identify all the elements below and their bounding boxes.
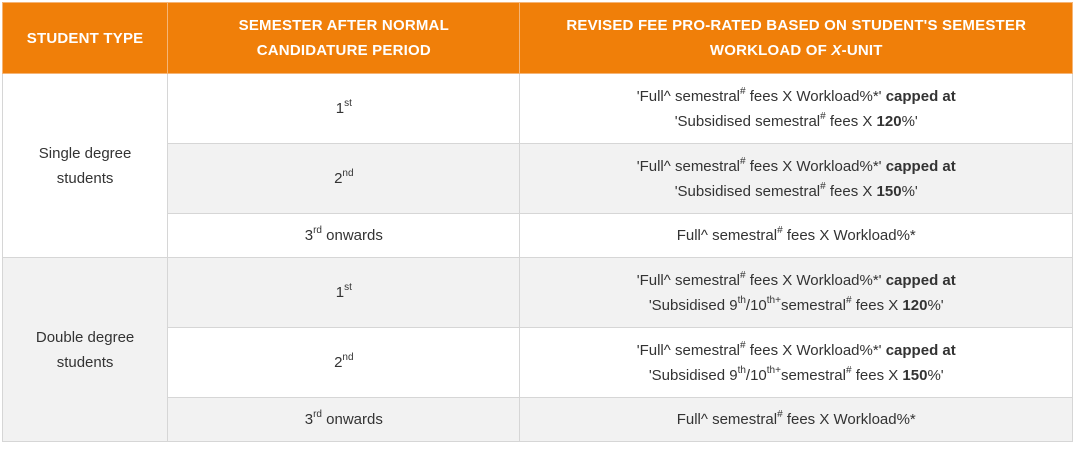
fee-sup: # [777,225,783,236]
table-row: 3rd onwards Full^ semestral# fees X Work… [3,213,1073,258]
header-semester-line1: SEMESTER AFTER NORMAL [238,17,449,34]
fee-text: semestral [780,366,846,384]
fee-sup: # [846,364,852,376]
fee-text: fees X [825,112,877,130]
fee-text: 'Full^ semestral [636,157,740,175]
fee-bold: capped at [881,157,956,175]
fee-text: fees X [825,182,877,200]
fee-text: fees X Workload%*' [745,271,882,289]
fee-sup: th [737,364,746,376]
semester-suffix: nd [342,168,354,179]
header-fee-line1: REVISED FEE PRO-RATED BASED ON STUDENT'S… [566,17,1027,34]
fee-sup: # [846,294,852,306]
semester-number: 2 [334,170,343,187]
fee-text: fees X Workload%* [782,227,916,244]
fee-text: Full^ semestral [676,411,778,428]
fee-text: fees X Workload%* [782,411,916,428]
fee-sup: # [820,110,826,122]
fee-text: %' [927,296,944,314]
semester-cell: 1st [167,73,521,144]
semester-cell: 1st [167,257,521,328]
header-revised-fee: REVISED FEE PRO-RATED BASED ON STUDENT'S… [519,2,1073,74]
semester-post: onwards [321,411,383,428]
semester-cell: 2nd [167,143,521,214]
table-row: Double degree students 1st 'Full^ semest… [1,257,1073,442]
header-semester: SEMESTER AFTER NORMAL CANDIDATURE PERIOD [167,2,521,74]
fee-bold: capped at [881,271,956,289]
semester-cell: 2nd [167,327,521,398]
student-type-line1: Single degree [38,144,132,162]
fee-sup: # [740,85,746,97]
fee-cell: 'Full^ semestral# fees X Workload%*' cap… [519,257,1073,328]
fee-table: STUDENT TYPE SEMESTER AFTER NORMAL CANDI… [1,2,1073,442]
student-type-cell: Double degree students [1,257,169,442]
semester-cell: 3rd onwards [167,213,521,258]
fee-text: %' [901,182,918,200]
semester-cell: 3rd onwards [167,397,521,442]
fee-bold: 120 [902,296,928,314]
fee-sup: th [737,294,746,306]
semester-suffix: rd [313,225,322,236]
header-student-type-label: STUDENT TYPE [26,29,144,47]
fee-text: 'Subsidised semestral [674,112,821,130]
fee-text: %' [901,112,918,130]
semester-number: 1 [335,284,345,301]
fee-text: semestral [780,296,846,314]
fee-sup: # [777,409,783,420]
fee-sup: # [820,180,826,192]
table-row: 2nd 'Full^ semestral# fees X Workload%*'… [3,143,1073,214]
student-type-line2: students [56,353,114,371]
fee-cell: Full^ semestral# fees X Workload%* [519,397,1073,442]
fee-bold: capped at [881,87,956,105]
fee-bold: 120 [876,112,902,130]
fee-text: 'Subsidised 9 [648,366,738,384]
fee-sup: th+ [766,294,781,306]
table-row: Single degree students 1st 'Full^ semest… [1,73,1073,258]
semester-number: 3 [304,411,314,428]
fee-cell: 'Full^ semestral# fees X Workload%*' cap… [519,73,1073,144]
semester-number: 2 [334,354,343,371]
fee-text: fees X Workload%*' [745,157,882,175]
table-row: 3rd onwards Full^ semestral# fees X Work… [3,397,1073,442]
fee-text: fees X [851,296,903,314]
header-semester-line2: CANDIDATURE PERIOD [256,42,431,59]
fee-sup: th+ [766,364,781,376]
header-fee-line2-pre: WORKLOAD OF [709,42,832,59]
fee-text: %' [927,366,944,384]
fee-sup: # [740,339,746,351]
fee-text: /10 [745,366,767,384]
student-type-line1: Double degree [35,328,135,346]
student-type-line2: students [56,169,114,187]
fee-bold: 150 [876,182,902,200]
fee-text: Full^ semestral [676,227,778,244]
fee-text: 'Subsidised semestral [674,182,821,200]
fee-text: 'Full^ semestral [636,87,740,105]
fee-cell: 'Full^ semestral# fees X Workload%*' cap… [519,143,1073,214]
fee-cell: 'Full^ semestral# fees X Workload%*' cap… [519,327,1073,398]
semester-suffix: st [344,98,352,109]
fee-text: 'Full^ semestral [636,271,740,289]
semester-post: onwards [321,227,383,244]
fee-bold: capped at [881,341,956,359]
semester-suffix: nd [342,352,354,363]
fee-text: 'Full^ semestral [636,341,740,359]
fee-sup: # [740,269,746,281]
semester-suffix: st [344,282,352,293]
fee-text: /10 [745,296,767,314]
fee-text: fees X [851,366,903,384]
header-student-type: STUDENT TYPE [1,2,169,74]
header-fee-line2-post: -UNIT [841,42,883,59]
semester-number: 3 [304,227,314,244]
fee-text: fees X Workload%*' [745,341,882,359]
fee-cell: Full^ semestral# fees X Workload%* [519,213,1073,258]
student-type-cell: Single degree students [1,73,169,258]
fee-text: fees X Workload%*' [745,87,882,105]
fee-text: 'Subsidised 9 [648,296,738,314]
fee-bold: 150 [902,366,928,384]
semester-number: 1 [335,100,345,117]
header-fee-line2-italic: X [831,42,842,59]
header-row: STUDENT TYPE SEMESTER AFTER NORMAL CANDI… [1,2,1073,74]
semester-suffix: rd [313,409,322,420]
fee-sup: # [740,155,746,167]
